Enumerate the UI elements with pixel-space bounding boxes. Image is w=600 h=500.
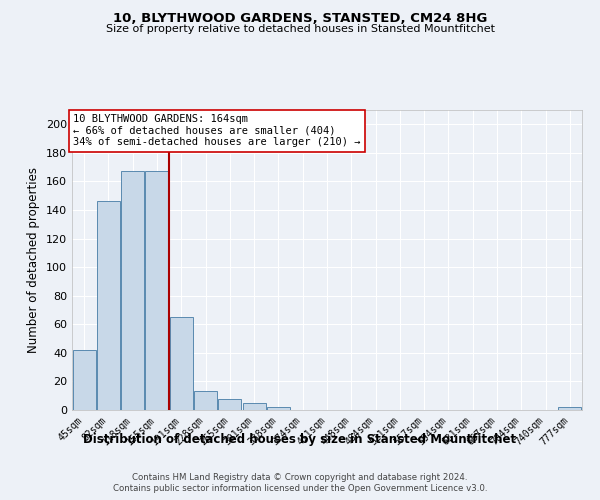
Bar — [170, 317, 193, 410]
Bar — [242, 403, 266, 410]
Bar — [145, 172, 169, 410]
Text: 10, BLYTHWOOD GARDENS, STANSTED, CM24 8HG: 10, BLYTHWOOD GARDENS, STANSTED, CM24 8H… — [113, 12, 487, 26]
Bar — [121, 172, 144, 410]
Bar — [194, 392, 217, 410]
Text: Contains HM Land Registry data © Crown copyright and database right 2024.: Contains HM Land Registry data © Crown c… — [132, 472, 468, 482]
Text: 10 BLYTHWOOD GARDENS: 164sqm
← 66% of detached houses are smaller (404)
34% of s: 10 BLYTHWOOD GARDENS: 164sqm ← 66% of de… — [73, 114, 361, 148]
Text: Size of property relative to detached houses in Stansted Mountfitchet: Size of property relative to detached ho… — [106, 24, 494, 34]
Bar — [267, 407, 290, 410]
Bar — [97, 202, 120, 410]
Bar — [559, 407, 581, 410]
Text: Distribution of detached houses by size in Stansted Mountfitchet: Distribution of detached houses by size … — [83, 432, 517, 446]
Y-axis label: Number of detached properties: Number of detached properties — [28, 167, 40, 353]
Bar — [218, 398, 241, 410]
Bar — [73, 350, 95, 410]
Text: Contains public sector information licensed under the Open Government Licence v3: Contains public sector information licen… — [113, 484, 487, 493]
